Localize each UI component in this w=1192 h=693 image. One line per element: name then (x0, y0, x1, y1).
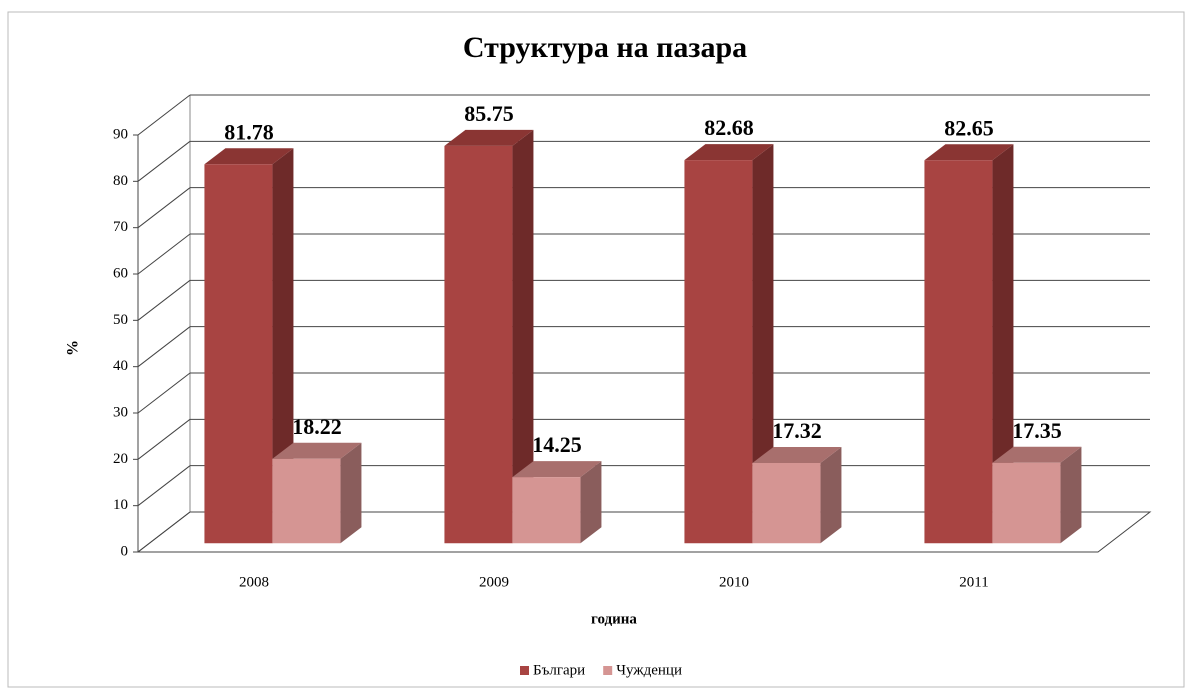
data-label: 14.25 (532, 432, 582, 457)
legend-swatch (520, 666, 529, 675)
bar-face (752, 462, 821, 544)
grid-line (137, 511, 191, 553)
bar (272, 442, 362, 544)
bar-face (272, 442, 362, 459)
grid-line (137, 465, 191, 507)
y-tick-label: 70 (113, 219, 128, 235)
bar-face (992, 446, 1082, 463)
y-axis-label: % (65, 340, 82, 356)
bar (204, 148, 294, 544)
data-label: 81.78 (224, 119, 274, 144)
grid-line (137, 94, 191, 136)
bar-face (444, 145, 513, 544)
y-tick-label: 90 (113, 126, 128, 142)
grid-line (137, 326, 191, 368)
y-tick-label: 40 (113, 358, 128, 374)
data-label: 82.68 (704, 115, 754, 140)
bar-face (512, 129, 534, 544)
data-label: 18.22 (292, 414, 342, 439)
bar-face (512, 461, 602, 478)
x-tick-label: 2008 (239, 574, 269, 590)
grid-line (137, 187, 191, 229)
y-tick-label: 80 (113, 173, 128, 189)
grid-line (137, 140, 191, 182)
bar-face (924, 160, 993, 544)
y-tick-label: 60 (113, 265, 128, 281)
x-tick-label: 2011 (959, 574, 988, 590)
legend-label: Чужденци (616, 662, 682, 678)
bar (444, 129, 534, 544)
bar (992, 446, 1082, 544)
legend-label: Българи (533, 662, 585, 678)
data-label: 17.35 (1012, 418, 1062, 443)
legend-swatch (603, 666, 613, 675)
bar-face (992, 462, 1061, 544)
x-tick-label: 2010 (719, 574, 749, 590)
y-tick-label: 0 (121, 543, 129, 559)
bar-face (340, 442, 362, 544)
y-tick-label: 50 (113, 312, 128, 328)
bar-face (992, 144, 1014, 544)
bar-face (684, 160, 753, 544)
bar-face (272, 458, 341, 544)
y-tick-label: 20 (113, 451, 128, 467)
bar-face (444, 129, 534, 146)
bar-face (204, 148, 294, 165)
bar-face (752, 446, 842, 463)
bar-face (512, 477, 581, 544)
bar (752, 446, 842, 544)
grid-line (137, 418, 191, 460)
bar (684, 144, 774, 544)
bar-face (684, 144, 774, 161)
data-label: 85.75 (464, 101, 514, 126)
grid-line (137, 279, 191, 321)
bar-face (1060, 446, 1082, 544)
bar-face (924, 144, 1014, 161)
data-label: 82.65 (944, 115, 994, 140)
bar (512, 461, 602, 544)
grid-line (137, 233, 191, 275)
bar (924, 144, 1014, 544)
bar-face (580, 461, 602, 544)
x-axis-label: година (591, 611, 637, 627)
y-tick-label: 10 (113, 497, 128, 513)
y-tick-label: 30 (113, 404, 128, 420)
grid-line (137, 372, 191, 414)
bar-face (752, 144, 774, 544)
chart-title: Структура на пазара (463, 31, 747, 64)
bar-face (272, 148, 294, 544)
bar-face (820, 446, 842, 544)
x-tick-label: 2009 (479, 574, 509, 590)
bar-face (204, 164, 273, 544)
data-label: 17.32 (772, 418, 822, 443)
